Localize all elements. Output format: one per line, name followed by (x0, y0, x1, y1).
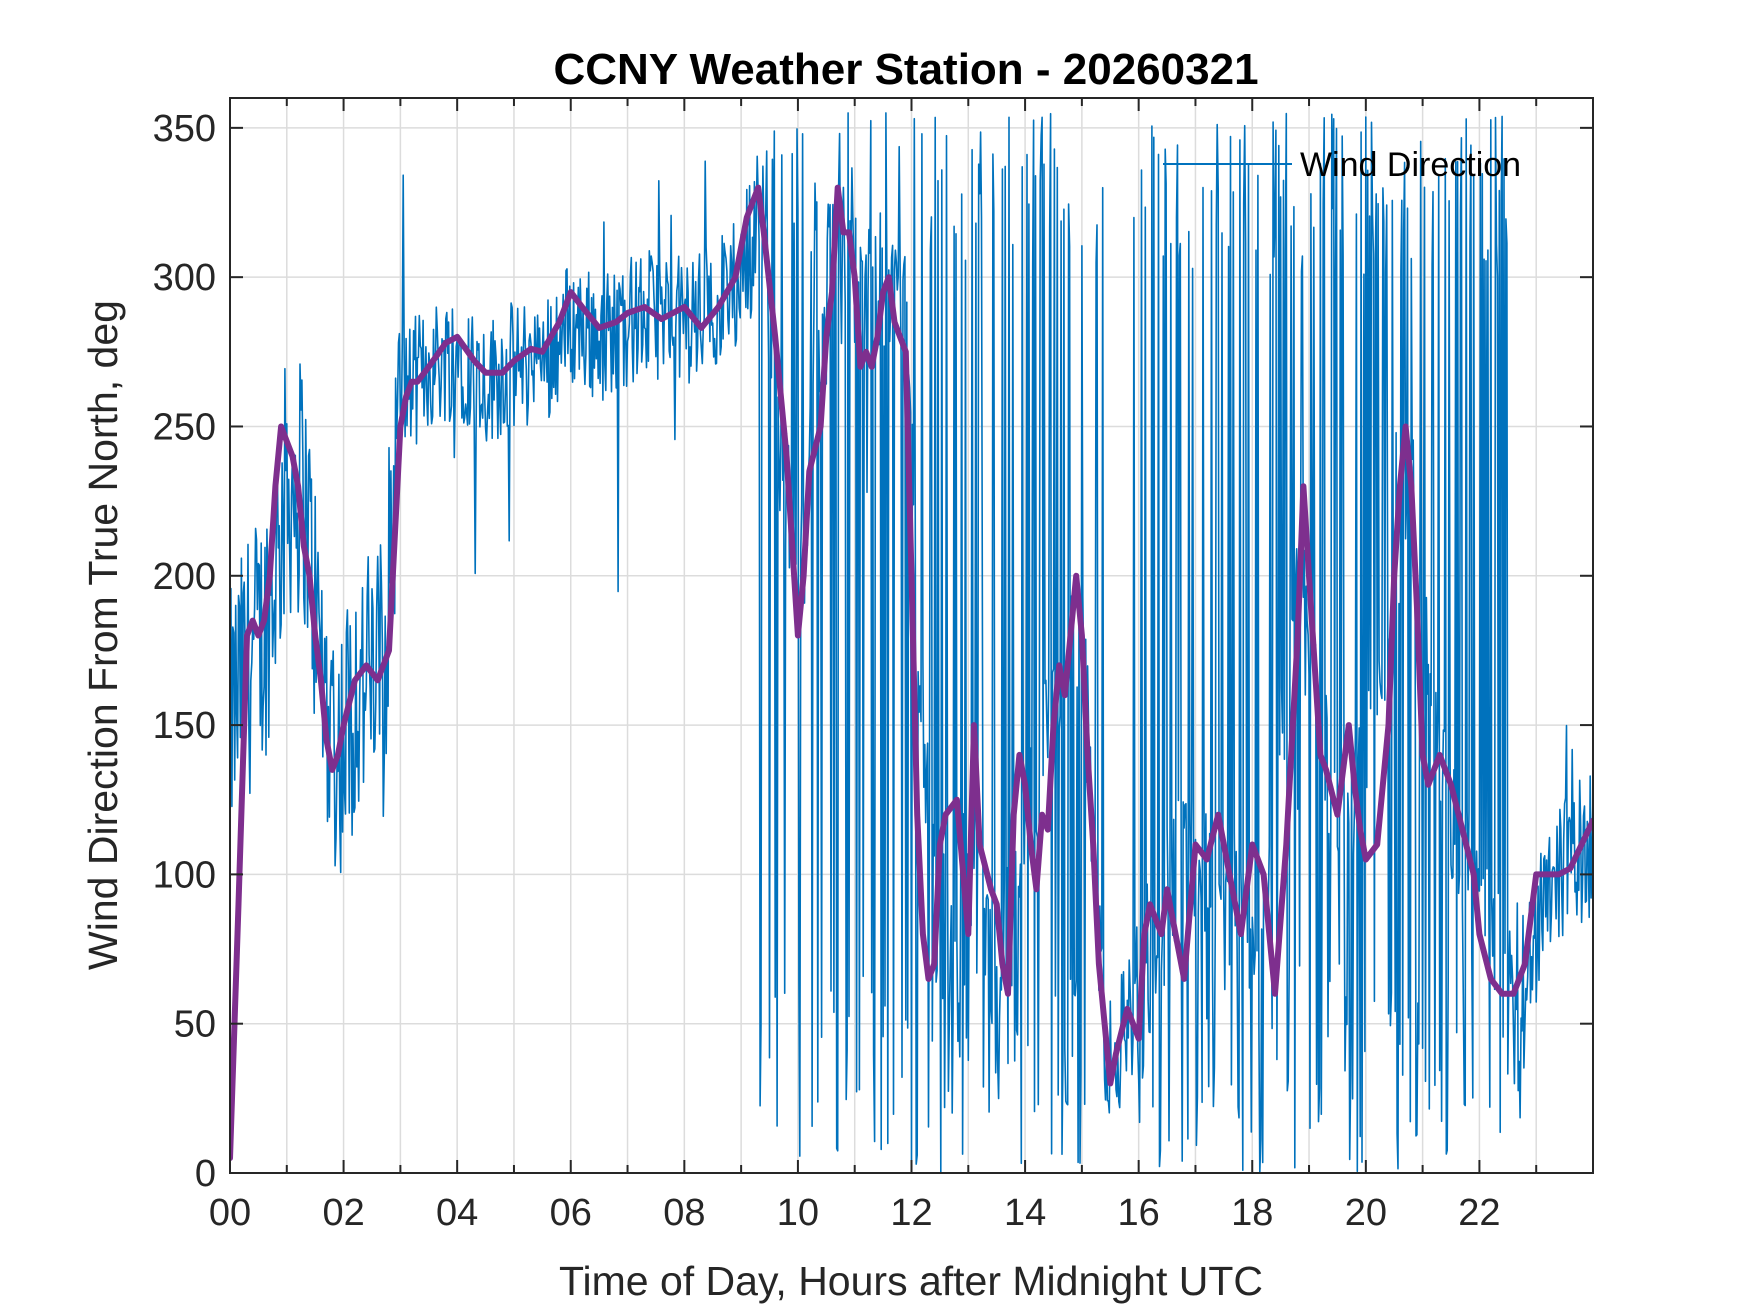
y-tick-label: 250 (153, 406, 216, 448)
y-tick-label: 300 (153, 257, 216, 299)
y-axis: 0 50 100 150 200 250 300 350 (153, 108, 1593, 1195)
x-tick-label: 14 (1004, 1192, 1046, 1234)
chart-title: CCNY Weather Station - 20260321 (553, 45, 1258, 94)
y-tick-label: 350 (153, 108, 216, 150)
series-line-running-average (230, 184, 1593, 1162)
x-tick-label: 22 (1458, 1192, 1500, 1234)
x-tick-label: 06 (550, 1192, 592, 1234)
x-tick-label: 10 (777, 1192, 819, 1234)
x-tick-label: 20 (1345, 1192, 1387, 1234)
y-tick-label: 150 (153, 705, 216, 747)
x-tick-label: 02 (322, 1192, 364, 1234)
x-tick-label: 04 (436, 1192, 478, 1234)
y-tick-label: 50 (174, 1004, 216, 1046)
y-tick-label: 100 (153, 854, 216, 896)
x-tick-label: 00 (209, 1192, 251, 1234)
x-axis-label: Time of Day, Hours after Midnight UTC (559, 1258, 1263, 1304)
x-tick-label: 08 (663, 1192, 705, 1234)
x-tick-label: 16 (1118, 1192, 1160, 1234)
x-tick-label: 12 (890, 1192, 932, 1234)
legend-label-wind-direction: Wind Direction (1300, 146, 1521, 184)
y-tick-label: 200 (153, 556, 216, 598)
legend: Wind Direction (1163, 146, 1521, 184)
x-tick-label: 18 (1231, 1192, 1273, 1234)
y-axis-label: Wind Direction From True North, deg (80, 300, 126, 970)
x-axis: 00 02 04 06 08 10 12 14 16 18 20 22 (209, 98, 1594, 1234)
y-tick-label: 0 (195, 1153, 216, 1195)
